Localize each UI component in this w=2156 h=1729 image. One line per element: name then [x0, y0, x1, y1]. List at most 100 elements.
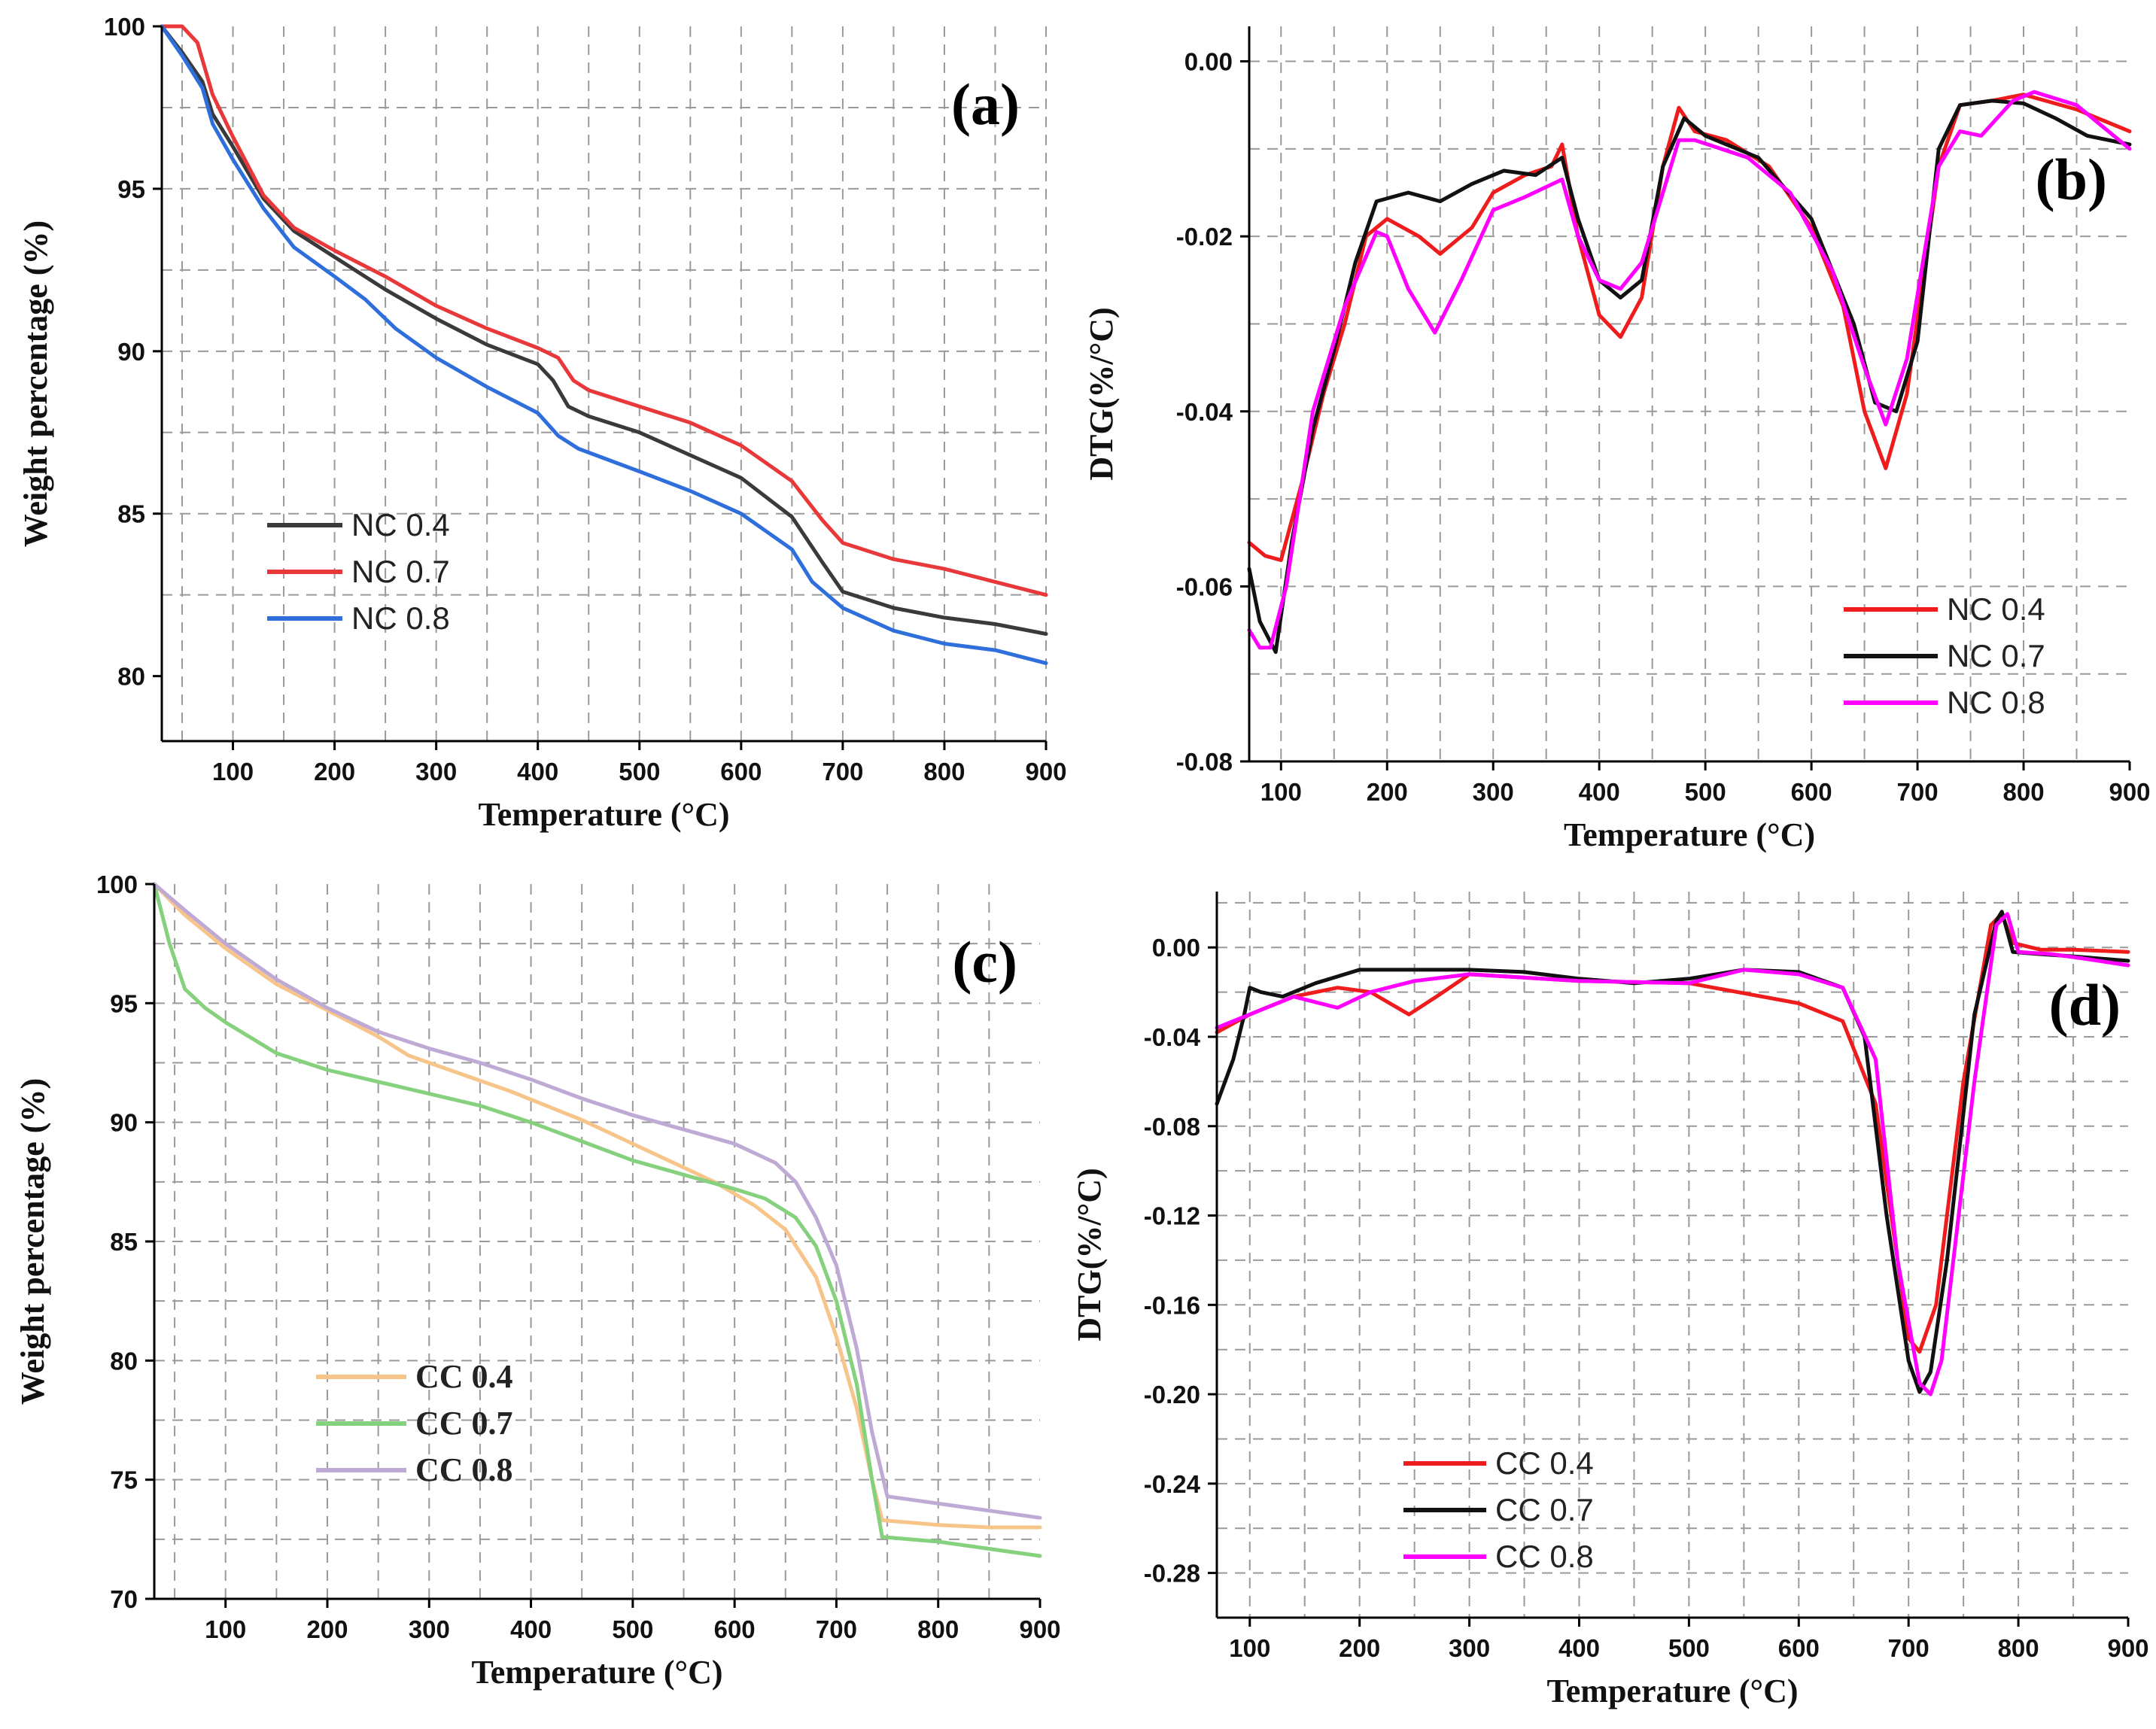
x-axis-title: Temperature (°C) [1564, 816, 1815, 853]
series-line-nc-0-4 [1247, 93, 2132, 562]
x-tick-label: 400 [1558, 1634, 1600, 1662]
y-tick-label: 85 [110, 1228, 138, 1256]
y-tick-label: 90 [110, 1109, 138, 1137]
y-tick-label: 70 [110, 1585, 138, 1613]
x-tick-label: 600 [720, 758, 762, 785]
x-tick-label: 600 [714, 1615, 756, 1643]
grid [1217, 892, 2128, 1618]
x-tick-label: 400 [510, 1615, 552, 1643]
panel-b-dtg-nc: 100 200 300 400 500 600 700 800 900 0.00 -0.02 -0.0… [1083, 26, 2151, 853]
x-tick-label: 800 [1998, 1634, 2039, 1662]
x-tick-label: 900 [2109, 778, 2150, 806]
y-tick-label: 85 [117, 500, 145, 528]
legend-label: CC 0.7 [1495, 1492, 1594, 1527]
y-tick-label: 80 [110, 1347, 138, 1375]
legend-label: CC 0.4 [415, 1358, 513, 1395]
x-tick-label: 500 [619, 758, 660, 785]
legend-label: NC 0.7 [1947, 638, 2045, 673]
x-tick-label: 400 [517, 758, 558, 785]
x-tick-label: 200 [1339, 1634, 1380, 1662]
legend-label: NC 0.8 [1947, 685, 2045, 720]
legend-label: NC 0.4 [1947, 591, 2045, 627]
x-tick-label: 700 [816, 1615, 857, 1643]
y-tick-label: -0.08 [1176, 748, 1233, 776]
x-tick-label: 900 [1019, 1615, 1060, 1643]
y-axis-title: DTG(%/°C) [1071, 1168, 1108, 1341]
series-line-cc-0-8 [152, 882, 1042, 1520]
legend: NC 0.4 NC 0.7 NC 0.8 [267, 507, 450, 636]
y-tick-label: 95 [110, 989, 138, 1017]
x-tick-label: 800 [917, 1615, 959, 1643]
series-line-nc-0-8 [160, 24, 1048, 665]
panel-label: (b) [2036, 147, 2107, 212]
legend-label: NC 0.4 [351, 507, 450, 542]
y-tick-label: 100 [96, 871, 138, 898]
x-tick-label: 600 [1778, 1634, 1820, 1662]
y-tick-label: -0.12 [1144, 1202, 1200, 1230]
legend: CC 0.4 CC 0.7 CC 0.8 [1403, 1445, 1594, 1574]
x-tick-label: 300 [1473, 778, 1514, 806]
y-tick-label: -0.08 [1144, 1113, 1200, 1141]
x-tick-label: 200 [306, 1615, 348, 1643]
y-tick-label: -0.04 [1176, 398, 1233, 426]
panel-c-weight-loss-cc: 100 200 300 400 500 600 700 800 900 70 75 80 85 90 95 1… [14, 871, 1061, 1691]
y-tick-label: 0.00 [1152, 934, 1200, 962]
x-tick-label: 500 [1685, 778, 1726, 806]
x-tick-label: 100 [1229, 1634, 1270, 1662]
grid [1249, 26, 2130, 761]
x-tick-label: 100 [1260, 778, 1302, 806]
y-tick-label: 95 [117, 175, 145, 203]
y-tick-label: -0.06 [1176, 573, 1233, 600]
y-tick-label: -0.16 [1144, 1291, 1200, 1319]
series-line-nc-0-4 [160, 24, 1048, 636]
x-tick-label: 300 [409, 1615, 450, 1643]
panel-label: (d) [2049, 972, 2121, 1038]
legend: NC 0.4 NC 0.7 NC 0.8 [1844, 591, 2045, 720]
x-axis-title: Temperature (°C) [471, 1654, 722, 1691]
x-axis-title: Temperature (°C) [1546, 1673, 1798, 1709]
panel-label: (a) [951, 71, 1020, 137]
legend-label: CC 0.8 [415, 1451, 513, 1488]
x-tick-label: 400 [1579, 778, 1620, 806]
panel-d-dtg-cc: 100 200 300 400 500 600 700 800 900 0.00 -0.04 -0.0… [1071, 892, 2149, 1709]
x-tick-label: 100 [212, 758, 254, 785]
series-line-nc-0-7 [160, 24, 1048, 597]
y-tick-label: 80 [117, 663, 145, 691]
x-tick-label: 500 [1668, 1634, 1710, 1662]
grid [162, 26, 1047, 741]
y-tick-label: -0.28 [1144, 1560, 1200, 1588]
x-tick-label: 900 [1025, 758, 1066, 785]
y-tick-label: -0.24 [1144, 1470, 1201, 1498]
legend-label: CC 0.8 [1495, 1539, 1594, 1574]
series-line-nc-0-8 [1247, 90, 2132, 650]
series-line-cc-0-7 [152, 882, 1042, 1558]
x-tick-label: 200 [1367, 778, 1408, 806]
x-tick-label: 700 [822, 758, 863, 785]
panel-label: (c) [952, 929, 1017, 995]
series-line-cc-0-4 [152, 882, 1042, 1530]
series-line-nc-0-7 [1247, 99, 2132, 655]
y-tick-label: 75 [110, 1466, 138, 1494]
x-axis-title: Temperature (°C) [478, 796, 729, 833]
x-tick-label: 900 [2107, 1634, 2148, 1662]
y-axis-title: Weight percentage (%) [14, 1078, 51, 1405]
x-tick-label: 700 [1888, 1634, 1929, 1662]
y-tick-label: -0.04 [1144, 1023, 1201, 1051]
y-tick-label: 100 [104, 13, 145, 41]
x-tick-label: 800 [923, 758, 965, 785]
legend-label: NC 0.8 [351, 600, 450, 636]
y-tick-label: 0.00 [1184, 48, 1233, 76]
legend-label: CC 0.7 [415, 1405, 513, 1442]
y-axis-title: Weight percentage (%) [17, 220, 54, 547]
x-tick-label: 700 [1897, 778, 1939, 806]
legend-label: NC 0.7 [351, 554, 450, 589]
x-tick-label: 500 [612, 1615, 653, 1643]
x-tick-label: 200 [314, 758, 355, 785]
x-tick-label: 300 [415, 758, 457, 785]
y-tick-label: 90 [117, 338, 145, 366]
grid [154, 884, 1040, 1599]
x-tick-label: 800 [2003, 778, 2045, 806]
y-tick-label: -0.02 [1176, 223, 1233, 251]
y-axis-title: DTG(%/°C) [1083, 307, 1120, 480]
panel-a-weight-loss-nc: 100 200 300 400 500 600 700 800 900 80 85 90 95 100 Te… [17, 13, 1067, 833]
